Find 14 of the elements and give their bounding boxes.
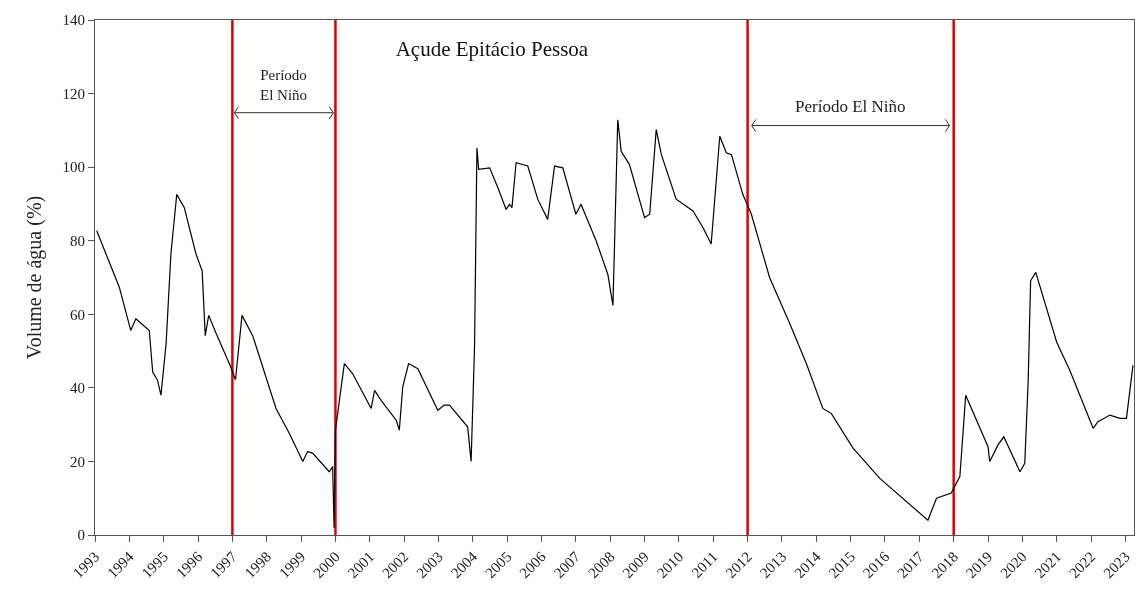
line-series [96,119,1134,529]
y-tick-label: 140 [62,12,85,29]
text: Açude Epitácio Pessoa [395,37,589,61]
y-tick-label: 20 [70,453,85,470]
x-tick-label: 2011 [688,548,721,581]
y-tick-label: 120 [62,85,85,102]
y-tick-label: 0 [77,527,85,544]
y-tick-label: 60 [70,306,85,323]
annotation: Período El Niño [260,67,308,103]
y-tick-label: 100 [62,159,85,176]
annotation: Período El Niño [795,97,906,116]
y-tick-label: 80 [70,232,85,249]
y-axis-title: Volume de água (%) [23,195,46,360]
y-tick-label: 40 [70,380,85,397]
